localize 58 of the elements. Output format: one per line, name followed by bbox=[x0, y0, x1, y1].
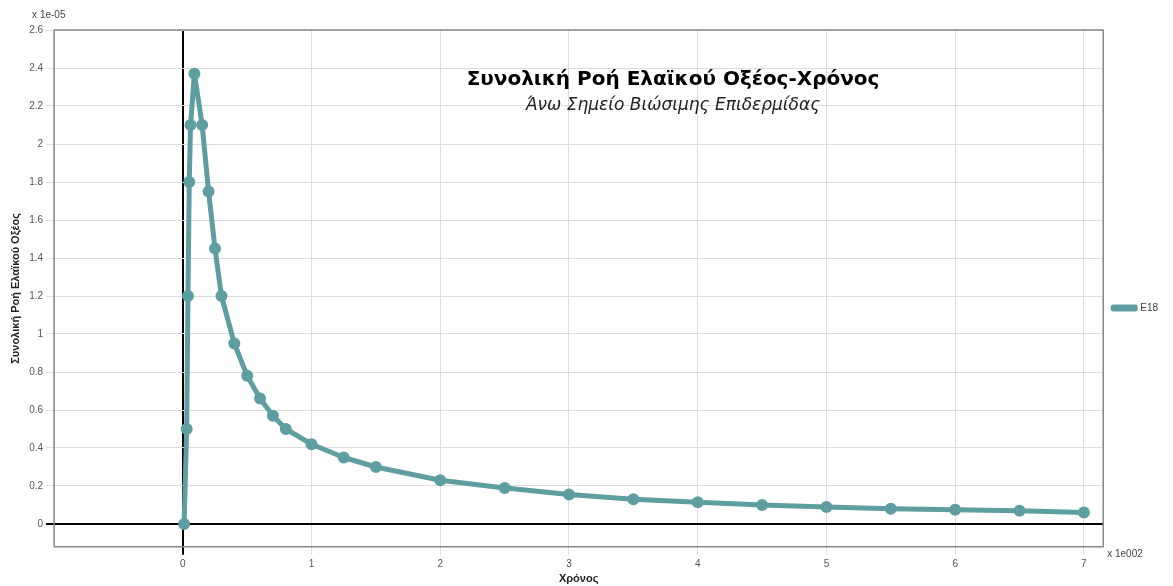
point bbox=[884, 502, 897, 515]
point bbox=[305, 438, 318, 451]
point bbox=[196, 119, 209, 131]
point bbox=[215, 290, 228, 302]
point bbox=[756, 499, 769, 511]
point bbox=[178, 518, 191, 530]
point bbox=[184, 119, 197, 131]
point bbox=[254, 392, 267, 405]
x-tick-label: 4 bbox=[694, 557, 701, 569]
point bbox=[181, 290, 194, 302]
point bbox=[337, 451, 350, 464]
y-tick-label: 0 bbox=[37, 517, 44, 529]
x-tick-label: 0 bbox=[180, 557, 187, 569]
y-axis-title: Συνολική Ροή Ελαϊκού Οξέος bbox=[8, 212, 22, 364]
point bbox=[1013, 504, 1026, 517]
point bbox=[369, 461, 382, 473]
y-tick-label: 2.6 bbox=[29, 23, 44, 35]
y-tick-label: 0.6 bbox=[29, 403, 44, 415]
y-tick-label: 0.8 bbox=[29, 365, 44, 377]
x-tick-label: 7 bbox=[1081, 557, 1088, 569]
point bbox=[1077, 506, 1090, 519]
text: Άνω Σημείο Βιώσιμης Επιδερμίδας bbox=[524, 94, 821, 114]
point bbox=[434, 474, 447, 487]
text: Συνολική Ροή Ελαϊκού Οξέος-Χρόνος bbox=[466, 66, 880, 90]
point bbox=[241, 369, 254, 382]
point bbox=[498, 481, 511, 494]
y-tick-label: 2.4 bbox=[29, 61, 44, 73]
x-tick-label: 6 bbox=[952, 557, 959, 569]
x-tick-label: 1 bbox=[308, 557, 315, 569]
y-tick-label: 1 bbox=[37, 327, 44, 339]
point bbox=[691, 496, 704, 509]
point bbox=[202, 185, 215, 198]
x-tick-label: 3 bbox=[566, 557, 573, 569]
point bbox=[820, 500, 833, 513]
x-axis-title: Χρόνος bbox=[558, 572, 599, 586]
y-tick-label: 1.6 bbox=[29, 213, 44, 225]
y-tick-label: 1.2 bbox=[29, 289, 44, 301]
text: x 1e002 bbox=[1107, 547, 1144, 559]
point bbox=[627, 493, 640, 506]
point bbox=[266, 409, 279, 422]
point bbox=[949, 503, 962, 516]
x-tick-label: 5 bbox=[823, 557, 830, 569]
y-tick-label: 0.4 bbox=[29, 441, 44, 453]
y-tick-label: 1.8 bbox=[29, 175, 44, 187]
text: x 1e-05 bbox=[32, 9, 66, 20]
point bbox=[563, 488, 575, 501]
y-tick-label: 2.2 bbox=[29, 99, 44, 111]
legend-label: E18 bbox=[1140, 301, 1159, 313]
point bbox=[209, 242, 222, 255]
point bbox=[183, 176, 196, 188]
y-tick-label: 1.4 bbox=[29, 251, 44, 263]
point bbox=[228, 337, 241, 350]
x-tick-label: 2 bbox=[437, 557, 444, 569]
point bbox=[279, 423, 292, 435]
y-tick-label: 0.2 bbox=[29, 479, 44, 491]
y-tick-label: 2 bbox=[37, 137, 44, 149]
point bbox=[188, 67, 201, 80]
point bbox=[180, 423, 193, 435]
